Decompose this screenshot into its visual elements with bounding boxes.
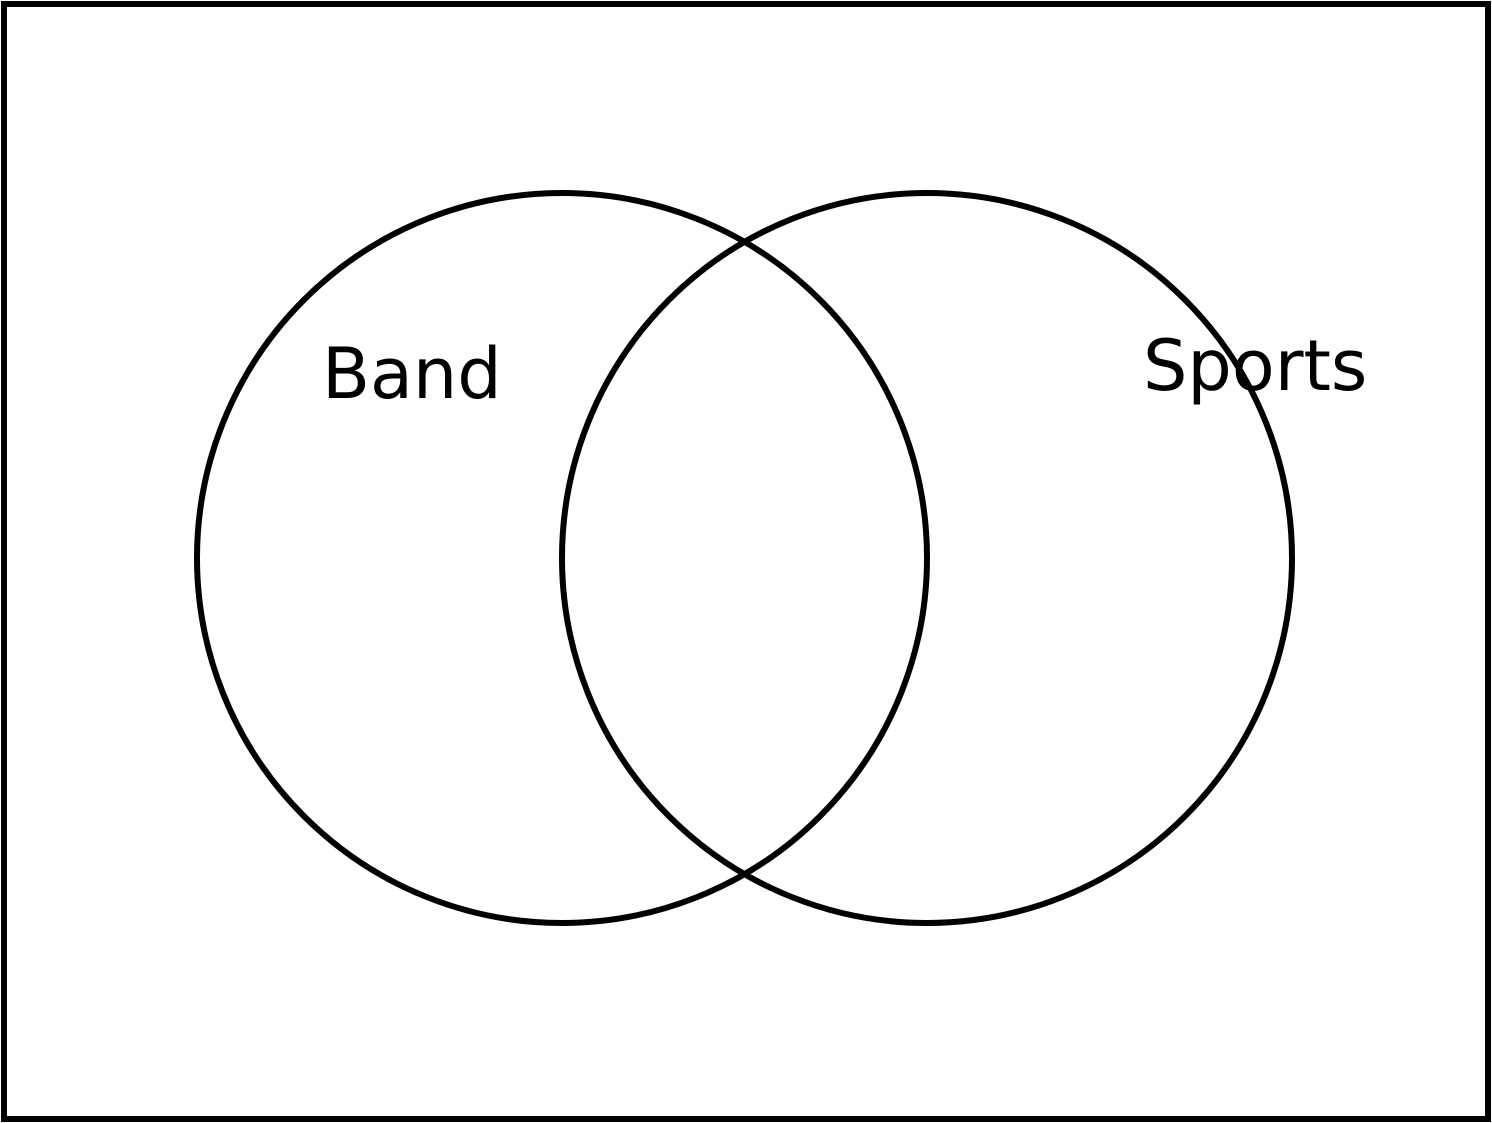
sports-set-circle <box>559 190 1295 926</box>
sports-set-label: Sports <box>1143 325 1367 407</box>
band-set-circle <box>194 190 930 926</box>
band-set-label: Band <box>322 333 502 415</box>
